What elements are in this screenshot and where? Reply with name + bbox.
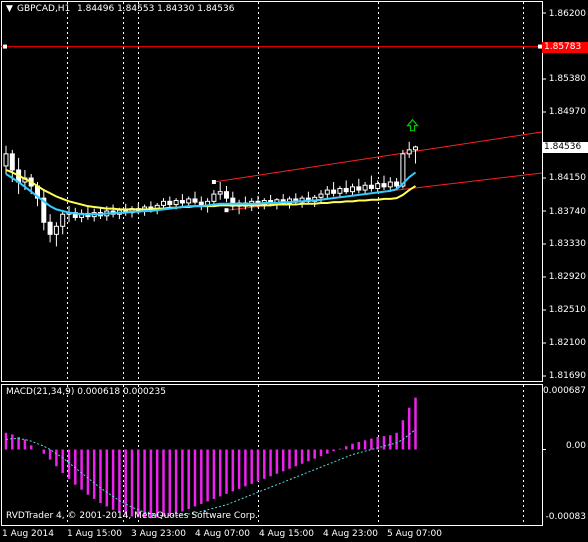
alert-price-tag[interactable]: 1.85783 bbox=[542, 42, 588, 53]
macd-scale-max: 0.000687 bbox=[543, 386, 586, 396]
candle-body bbox=[362, 184, 368, 191]
macd-signal-line bbox=[5, 429, 416, 517]
candle-body bbox=[350, 186, 355, 193]
candle-body bbox=[47, 221, 53, 235]
candle-body bbox=[368, 184, 374, 189]
candle-body bbox=[337, 187, 343, 194]
price-tick: 1.81690 bbox=[548, 371, 586, 381]
candle-body bbox=[41, 197, 47, 223]
candle-body bbox=[394, 181, 400, 187]
candle-body bbox=[406, 149, 412, 155]
symbol-indicator-icon: ▼ bbox=[6, 4, 13, 14]
ma-slow-line bbox=[5, 169, 417, 211]
candle-body bbox=[356, 186, 362, 191]
time-tick: 4 Aug 23:00 bbox=[323, 529, 378, 539]
time-tick: 3 Aug 23:00 bbox=[131, 529, 186, 539]
candle-body bbox=[413, 146, 418, 151]
price-tick: 1.84970 bbox=[548, 107, 586, 117]
buy-arrow-icon bbox=[406, 118, 419, 132]
candle-body bbox=[381, 183, 387, 188]
candle-body bbox=[331, 189, 337, 194]
macd-scale-min: -0.00083 bbox=[545, 512, 586, 522]
price-tick: 1.84150 bbox=[548, 173, 586, 183]
candle-body bbox=[400, 153, 406, 187]
candle-body bbox=[179, 200, 185, 204]
copyright-text: RVDTrader 4, © 2001-2014, MetaQuotes Sof… bbox=[6, 511, 258, 521]
candle-body bbox=[375, 183, 381, 189]
candle-body bbox=[224, 191, 229, 199]
price-tick: 1.83740 bbox=[548, 207, 586, 217]
time-tick: 1 Aug 2014 bbox=[2, 529, 54, 539]
time-tick: 4 Aug 15:00 bbox=[259, 529, 314, 539]
price-tick: 1.82510 bbox=[548, 305, 586, 315]
price-tick: 1.82100 bbox=[548, 338, 586, 348]
price-tick: 1.86200 bbox=[548, 9, 586, 19]
candle-body bbox=[161, 200, 166, 206]
chart-symbol-label: GBPCAD,H1 bbox=[17, 4, 71, 14]
candle-body bbox=[9, 153, 15, 171]
channel-upper-line bbox=[213, 131, 543, 183]
time-tick: 5 Aug 07:00 bbox=[387, 529, 442, 539]
candle-body bbox=[343, 187, 349, 193]
macd-pane-frame bbox=[1, 384, 543, 526]
ohlc-readout: 1.84496 1.84553 1.84330 1.84536 bbox=[77, 4, 235, 14]
price-pane-frame bbox=[1, 1, 543, 382]
candle-body bbox=[167, 200, 173, 206]
candle-body bbox=[324, 189, 330, 195]
candle-body bbox=[186, 198, 192, 204]
candle-body bbox=[173, 200, 179, 206]
candle-body bbox=[192, 198, 198, 203]
macd-title: MACD(21,34,9) 0.000618 0.000235 bbox=[6, 387, 166, 397]
price-tick: 1.82920 bbox=[548, 272, 586, 282]
current-price-tag: 1.84536 bbox=[542, 142, 588, 153]
time-tick: 1 Aug 15:00 bbox=[67, 529, 122, 539]
channel-anchor bbox=[224, 208, 229, 213]
alert-line-handle bbox=[538, 44, 542, 49]
candle-body bbox=[318, 193, 324, 198]
candle-body bbox=[211, 193, 217, 202]
time-tick: 4 Aug 07:00 bbox=[195, 529, 250, 539]
candle-body bbox=[60, 213, 66, 227]
alert-line-handle bbox=[3, 44, 7, 49]
macd-scale-zero: 0.00 bbox=[565, 441, 586, 451]
channel-anchor bbox=[211, 180, 216, 185]
candle-body bbox=[53, 225, 59, 235]
ma-fast-line bbox=[5, 171, 417, 216]
candle-body bbox=[217, 191, 223, 195]
candle-body bbox=[3, 153, 9, 167]
price-tick: 1.85380 bbox=[548, 74, 586, 84]
candle-body bbox=[387, 181, 393, 188]
price-tick: 1.83330 bbox=[548, 239, 586, 249]
